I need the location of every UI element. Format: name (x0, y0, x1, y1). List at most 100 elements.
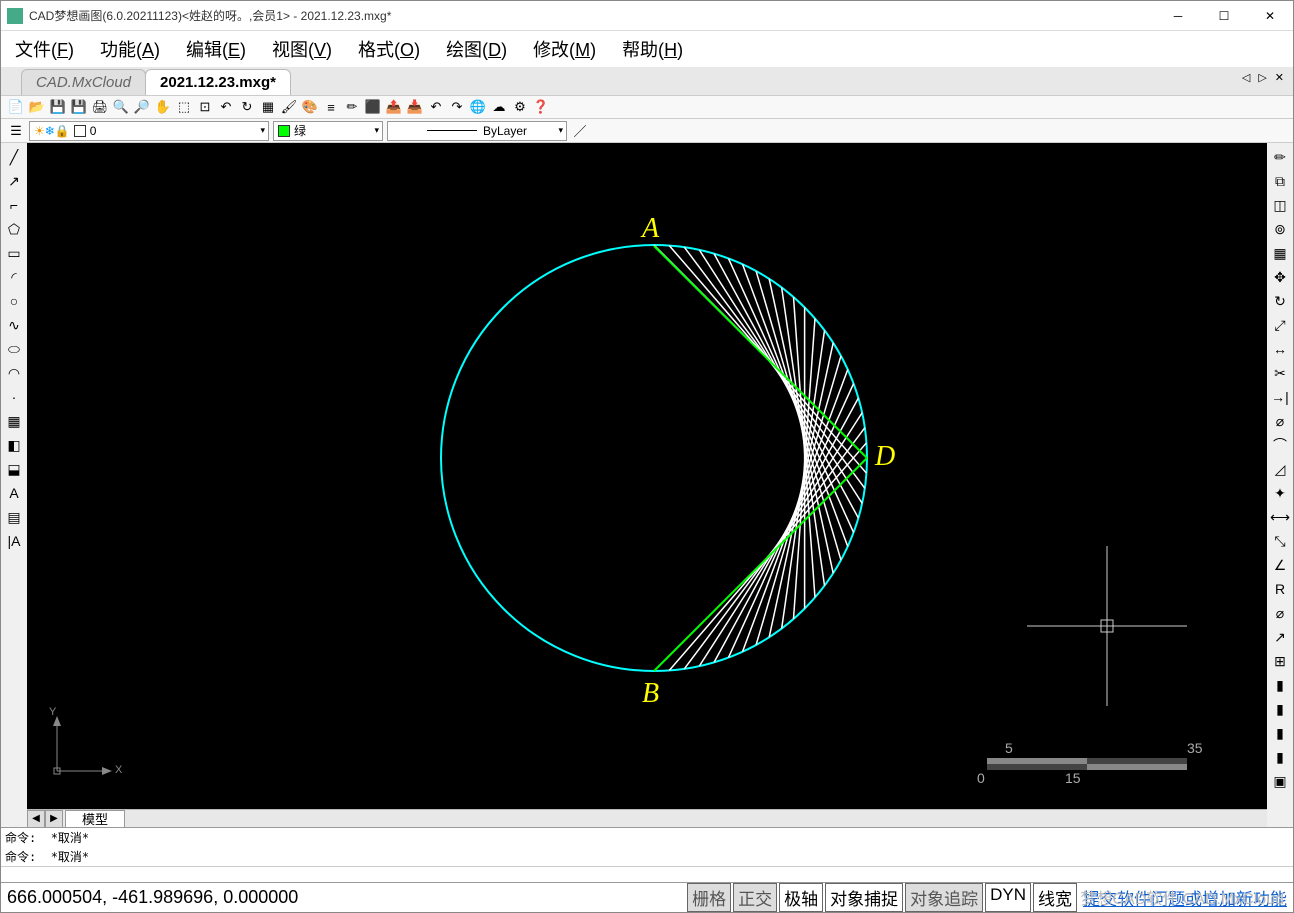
screenshot-icon[interactable]: ⬛ (364, 98, 382, 116)
menu-m[interactable]: 修改(M) (529, 34, 600, 64)
status-toggle-对象捕捉[interactable]: 对象捕捉 (825, 883, 903, 912)
circle-icon[interactable]: ○ (4, 291, 24, 311)
mirror-icon[interactable]: ◫ (1270, 195, 1290, 215)
polygon-icon[interactable]: ⬠ (4, 219, 24, 239)
align-left-icon[interactable]: ▮ (1270, 675, 1290, 695)
menu-d[interactable]: 绘图(D) (442, 34, 511, 64)
align-center-icon[interactable]: ▮ (1270, 699, 1290, 719)
dim-diameter-icon[interactable]: ⌀ (1270, 603, 1290, 623)
status-toggle-DYN[interactable]: DYN (985, 883, 1031, 912)
layers-icon[interactable]: ≡ (322, 98, 340, 116)
scale-icon[interactable]: ⤢ (1270, 315, 1290, 335)
tab-next-button[interactable]: ▷ (1255, 71, 1269, 84)
break-icon[interactable]: ⌀ (1270, 411, 1290, 431)
distribute-icon[interactable]: ▮ (1270, 747, 1290, 767)
block-icon[interactable]: ⬓ (4, 459, 24, 479)
move-icon[interactable]: ✥ (1270, 267, 1290, 287)
mtext-icon[interactable]: |A (4, 531, 24, 551)
save-icon[interactable]: 💾 (49, 98, 67, 116)
model-tab[interactable]: 模型 (65, 810, 125, 828)
dim-linear-icon[interactable]: ⟷ (1270, 507, 1290, 527)
doc-tab[interactable]: CAD.MxCloud (21, 69, 146, 95)
cloud-icon[interactable]: ☁ (490, 98, 508, 116)
zoom-in-icon[interactable]: 🔍 (112, 98, 130, 116)
undo-icon[interactable]: ↶ (427, 98, 445, 116)
tab-prev-button[interactable]: ◁ (1239, 71, 1253, 84)
color-icon[interactable]: 🎨 (301, 98, 319, 116)
color-dropdown[interactable]: 绿 (273, 121, 383, 141)
command-line[interactable]: 命令: *取消* 命令: *取消* (1, 827, 1293, 882)
menu-e[interactable]: 编辑(E) (182, 34, 250, 64)
zoom-out-icon[interactable]: 🔎 (133, 98, 151, 116)
menu-v[interactable]: 视图(V) (268, 34, 336, 64)
menu-h[interactable]: 帮助(H) (618, 34, 687, 64)
align-right-icon[interactable]: ▮ (1270, 723, 1290, 743)
extend-icon[interactable]: →| (1270, 387, 1290, 407)
dim-aligned-icon[interactable]: ⤡ (1270, 531, 1290, 551)
export-icon[interactable]: 📤 (385, 98, 403, 116)
feedback-link[interactable]: 提交软件问题或增加新功能 (1083, 885, 1287, 910)
maximize-button[interactable]: ☐ (1201, 1, 1247, 31)
saveas-icon[interactable]: 💾 (70, 98, 88, 116)
scroll-left-button[interactable]: ◀ (27, 810, 45, 828)
region-icon[interactable]: ◧ (4, 435, 24, 455)
dim-radius-icon[interactable]: R (1270, 579, 1290, 599)
array-icon[interactable]: ▦ (1270, 243, 1290, 263)
menu-o[interactable]: 格式(O) (354, 34, 424, 64)
table-icon[interactable]: ▤ (4, 507, 24, 527)
drawing-canvas[interactable]: A B D Y X 0 5 15 35 (27, 143, 1267, 809)
polyline-icon[interactable]: ⌐ (4, 195, 24, 215)
spline-icon[interactable]: ∿ (4, 315, 24, 335)
rotate-icon[interactable]: ↻ (1270, 291, 1290, 311)
status-toggle-对象追踪[interactable]: 对象追踪 (905, 883, 983, 912)
brush-icon[interactable]: ✏ (343, 98, 361, 116)
doc-tab[interactable]: 2021.12.23.mxg* (145, 69, 291, 95)
ellipse-arc-icon[interactable]: ◠ (4, 363, 24, 383)
zoom-window-icon[interactable]: ⬚ (175, 98, 193, 116)
lineweight-icon[interactable]: ／ (571, 122, 589, 140)
zoom-prev-icon[interactable]: ↶ (217, 98, 235, 116)
select-icon[interactable]: ▦ (259, 98, 277, 116)
erase-icon[interactable]: ✏ (1270, 147, 1290, 167)
line-icon[interactable]: ╱ (4, 147, 24, 167)
text-icon[interactable]: A (4, 483, 24, 503)
pan-icon[interactable]: ✋ (154, 98, 172, 116)
new-icon[interactable]: 📄 (7, 98, 25, 116)
tolerance-icon[interactable]: ⊞ (1270, 651, 1290, 671)
trim-icon[interactable]: ✂ (1270, 363, 1290, 383)
dim-angular-icon[interactable]: ∠ (1270, 555, 1290, 575)
help-icon[interactable]: ❓ (532, 98, 550, 116)
status-toggle-栅格[interactable]: 栅格 (687, 883, 731, 912)
close-button[interactable]: ✕ (1247, 1, 1293, 31)
arc-icon[interactable]: ◜ (4, 267, 24, 287)
fillet-icon[interactable]: ⌒ (1270, 435, 1290, 455)
menu-f[interactable]: 文件(F) (11, 34, 78, 64)
ellipse-icon[interactable]: ⬭ (4, 339, 24, 359)
hatch-icon[interactable]: ▦ (4, 411, 24, 431)
status-toggle-正交[interactable]: 正交 (733, 883, 777, 912)
group-icon[interactable]: ▣ (1270, 771, 1290, 791)
offset-icon[interactable]: ⊚ (1270, 219, 1290, 239)
stretch-icon[interactable]: ↔ (1270, 339, 1290, 359)
zoom-extents-icon[interactable]: ⊡ (196, 98, 214, 116)
settings-icon[interactable]: ⚙ (511, 98, 529, 116)
rectangle-icon[interactable]: ▭ (4, 243, 24, 263)
paint-icon[interactable]: 🖌 (280, 98, 298, 116)
print-icon[interactable]: 🖨 (91, 98, 109, 116)
redo-icon[interactable]: ↷ (448, 98, 466, 116)
regen-icon[interactable]: ↻ (238, 98, 256, 116)
layer-dropdown[interactable]: ☀❄🔒 0 (29, 121, 269, 141)
tab-close-button[interactable]: ✕ (1272, 71, 1287, 84)
chamfer-icon[interactable]: ◿ (1270, 459, 1290, 479)
open-icon[interactable]: 📂 (28, 98, 46, 116)
linetype-dropdown[interactable]: ByLayer (387, 121, 567, 141)
scroll-right-button[interactable]: ▶ (45, 810, 63, 828)
layer-manager-icon[interactable]: ☰ (7, 122, 25, 140)
status-toggle-线宽[interactable]: 线宽 (1033, 883, 1077, 912)
xline-icon[interactable]: ↗ (4, 171, 24, 191)
import-icon[interactable]: 📥 (406, 98, 424, 116)
web-icon[interactable]: 🌐 (469, 98, 487, 116)
leader-icon[interactable]: ↗ (1270, 627, 1290, 647)
point-icon[interactable]: · (4, 387, 24, 407)
explode-icon[interactable]: ✦ (1270, 483, 1290, 503)
